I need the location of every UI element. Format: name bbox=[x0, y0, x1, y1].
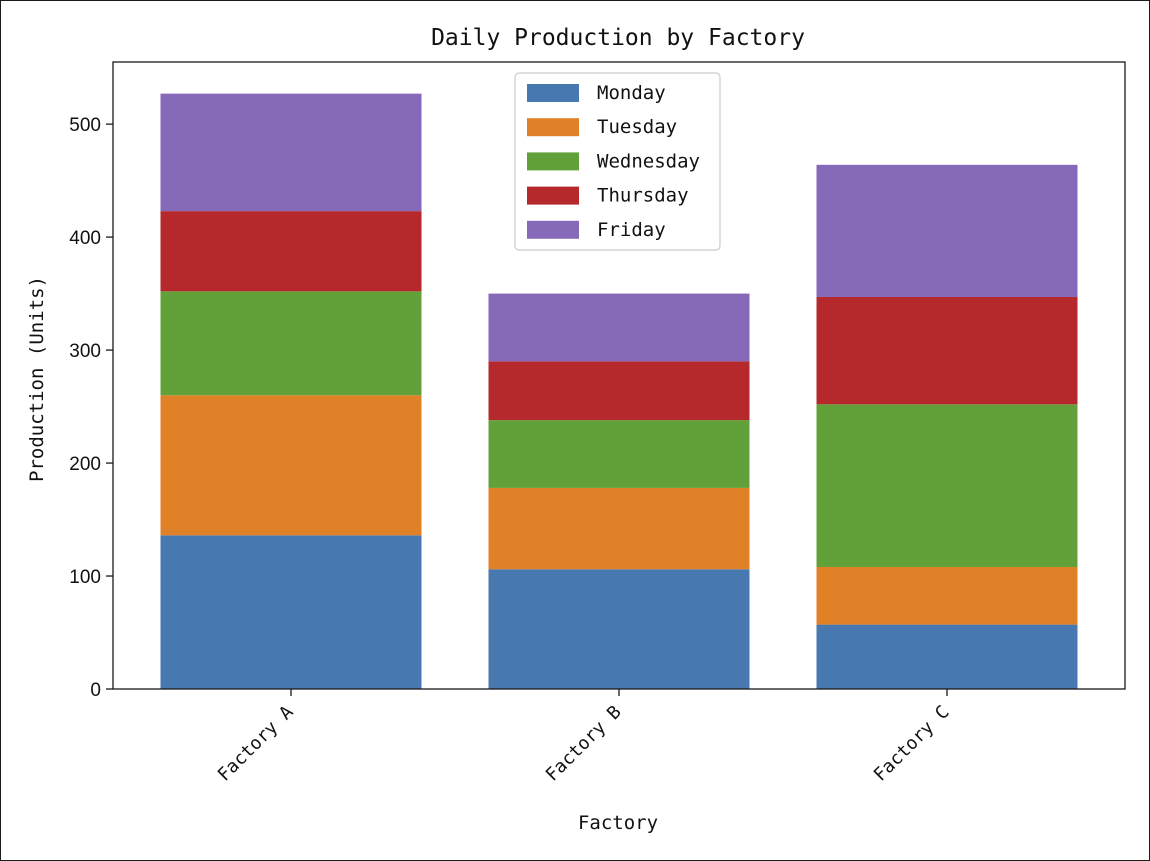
y-axis-label: Production (Units) bbox=[26, 276, 48, 482]
bar-factory-a-monday bbox=[160, 535, 422, 689]
legend-label-friday: Friday bbox=[597, 219, 666, 241]
x-tick-label: Factory C bbox=[870, 702, 954, 786]
bar-factory-c-friday bbox=[816, 164, 1078, 297]
bar-factory-b-friday bbox=[488, 293, 750, 362]
legend-label-tuesday: Tuesday bbox=[597, 116, 677, 138]
x-tick-label: Factory A bbox=[214, 702, 298, 786]
bars-group bbox=[160, 93, 1078, 689]
y-tick-label: 400 bbox=[69, 228, 101, 249]
x-tick-label: Factory B bbox=[542, 702, 626, 786]
legend-swatch-wednesday bbox=[527, 152, 579, 171]
x-axis: Factory A Factory B Factory C bbox=[214, 689, 954, 786]
y-tick-label: 100 bbox=[69, 567, 101, 588]
bar-factory-b-monday bbox=[488, 569, 750, 689]
y-tick-label: 500 bbox=[69, 115, 101, 136]
legend-label-wednesday: Wednesday bbox=[597, 150, 700, 172]
chart-title: Daily Production by Factory bbox=[431, 25, 805, 51]
y-tick-label: 200 bbox=[69, 454, 101, 475]
bar-factory-b-wednesday bbox=[488, 420, 750, 488]
legend-label-thursday: Thursday bbox=[597, 185, 689, 207]
bar-factory-c-thursday bbox=[816, 296, 1078, 405]
y-axis: 0 100 200 300 400 500 bbox=[69, 115, 113, 701]
y-tick-label: 0 bbox=[90, 680, 101, 701]
legend: Monday Tuesday Wednesday Thursday Friday bbox=[514, 72, 721, 251]
bar-factory-a-thursday bbox=[160, 211, 422, 292]
bar-factory-b-thursday bbox=[488, 361, 750, 421]
x-axis-label: Factory bbox=[578, 812, 658, 834]
legend-label-monday: Monday bbox=[597, 82, 666, 104]
legend-swatch-tuesday bbox=[527, 118, 579, 137]
legend-swatch-monday bbox=[527, 84, 579, 102]
legend-box bbox=[514, 72, 721, 251]
bar-factory-c-tuesday bbox=[816, 566, 1078, 625]
legend-swatch-thursday bbox=[527, 186, 579, 205]
bar-factory-b-tuesday bbox=[488, 487, 750, 570]
legend-swatch-friday bbox=[527, 220, 579, 239]
bar-factory-a-wednesday bbox=[160, 291, 422, 396]
bar-factory-c-monday bbox=[816, 624, 1078, 689]
bar-factory-c-wednesday bbox=[816, 404, 1078, 567]
y-tick-label: 300 bbox=[69, 341, 101, 362]
bar-factory-a-tuesday bbox=[160, 395, 422, 536]
bar-factory-a-friday bbox=[160, 93, 422, 212]
